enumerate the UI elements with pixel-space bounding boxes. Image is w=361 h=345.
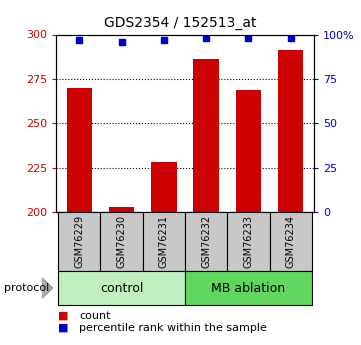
Bar [270, 212, 312, 271]
Text: protocol: protocol [4, 283, 49, 293]
Bar [278, 50, 304, 212]
Text: GSM76230: GSM76230 [117, 215, 127, 268]
Text: GSM76232: GSM76232 [201, 215, 211, 268]
Text: ■: ■ [58, 311, 68, 321]
Bar [193, 59, 219, 212]
Bar [236, 90, 261, 212]
Text: GDS2354 / 152513_at: GDS2354 / 152513_at [104, 16, 257, 30]
Text: count: count [79, 311, 111, 321]
Bar [185, 212, 227, 271]
Polygon shape [42, 277, 53, 299]
Bar [109, 207, 134, 212]
Bar [227, 212, 270, 271]
Text: GSM76233: GSM76233 [243, 215, 253, 268]
Text: GSM76229: GSM76229 [74, 215, 84, 268]
Bar [58, 271, 185, 305]
Bar [66, 88, 92, 212]
Bar [185, 271, 312, 305]
Bar [143, 212, 185, 271]
Text: percentile rank within the sample: percentile rank within the sample [79, 323, 267, 333]
Text: GSM76231: GSM76231 [159, 215, 169, 268]
Bar [151, 162, 177, 212]
Bar [58, 212, 100, 271]
Text: MB ablation: MB ablation [212, 282, 286, 295]
Text: ■: ■ [58, 323, 68, 333]
Text: GSM76234: GSM76234 [286, 215, 296, 268]
Bar [100, 212, 143, 271]
Text: control: control [100, 282, 143, 295]
